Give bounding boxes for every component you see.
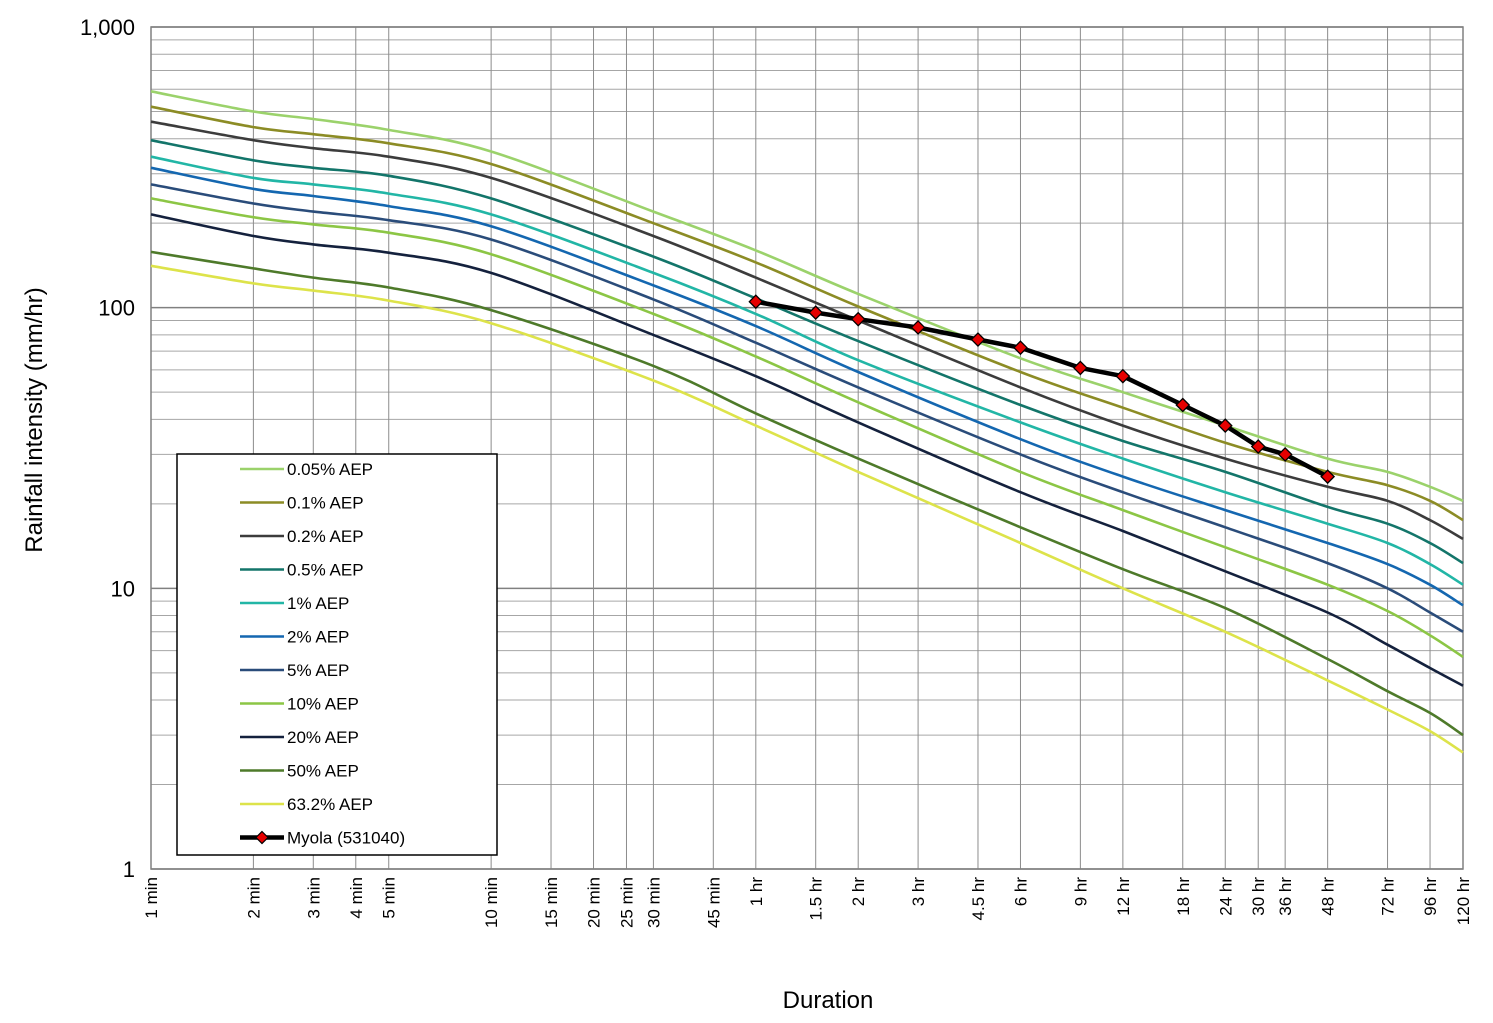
series-line-0-05-aep	[150, 90, 1464, 502]
plot-border	[150, 26, 1464, 870]
legend-label: 20% AEP	[287, 728, 359, 747]
observed-point	[1115, 368, 1131, 384]
x-tick-label: 12 hr	[1114, 877, 1133, 916]
x-tick-label: 9 hr	[1071, 877, 1090, 907]
x-tick-label: 36 hr	[1276, 877, 1295, 916]
observed-point	[850, 311, 866, 327]
series-line-5-aep	[150, 183, 1464, 633]
legend-label: 0.5% AEP	[287, 561, 364, 580]
x-tick-label: 24 hr	[1216, 877, 1235, 916]
legend-label: 63.2% AEP	[287, 795, 373, 814]
observed-point	[1217, 418, 1233, 434]
observed-point	[1072, 360, 1088, 376]
x-tick-label: 30 hr	[1249, 877, 1268, 916]
y-tick-label: 1	[123, 857, 135, 882]
x-tick-label: 3 min	[304, 877, 323, 919]
x-tick-label: 4.5 hr	[969, 877, 988, 921]
y-tick-label: 1,000	[80, 15, 135, 40]
legend: 0.05% AEP 0.1% AEP 0.2% AEP 0.5% AEP 1% AEP 2…	[176, 453, 498, 856]
x-tick-label: 18 hr	[1174, 877, 1193, 916]
x-tick-label: 1.5 hr	[807, 877, 826, 921]
x-tick-label: 5 min	[380, 877, 399, 919]
x-tick-label: 20 min	[585, 877, 604, 928]
x-tick-label: 2 hr	[849, 877, 868, 907]
legend-label: 50% AEP	[287, 762, 359, 781]
y-tick-labels: 1 10 100 1,000	[80, 15, 135, 882]
observed-point	[1175, 397, 1191, 413]
legend-marker	[255, 830, 269, 845]
x-tick-labels: 1 min 2 min 3 min 4 min 5 min 10 min 15 min 20 …	[142, 877, 1473, 928]
x-tick-label: 10 min	[482, 877, 501, 928]
x-tick-label: 2 min	[244, 877, 263, 919]
observed-layer	[748, 294, 1336, 485]
y-axis-title: Rainfall intensity (mm/hr)	[21, 287, 48, 552]
x-tick-label: 15 min	[542, 877, 561, 928]
y-tick-label: 10	[111, 576, 135, 601]
x-tick-label: 1 hr	[747, 877, 766, 907]
legend-label: Myola (531040)	[287, 829, 405, 848]
x-tick-label: 48 hr	[1319, 877, 1338, 916]
x-tick-label: 4 min	[347, 877, 366, 919]
observed-point	[808, 305, 824, 321]
x-tick-label: 30 min	[644, 877, 663, 928]
x-tick-label: 45 min	[704, 877, 723, 928]
series-line-63-2-aep	[150, 264, 1464, 754]
legend-box	[176, 453, 498, 856]
legend-label: 1% AEP	[287, 594, 349, 613]
legend-label: 5% AEP	[287, 661, 349, 680]
series-line-50-aep	[150, 250, 1464, 737]
series-line-2-aep	[150, 166, 1464, 607]
x-axis-title: Duration	[783, 987, 874, 1014]
x-tick-label: 6 hr	[1011, 877, 1030, 907]
series-line-1-aep	[150, 155, 1464, 586]
legend-label: 0.2% AEP	[287, 527, 364, 546]
series-line-20-aep	[150, 213, 1464, 687]
legend-label: 0.05% AEP	[287, 460, 373, 479]
x-tick-label: 120 hr	[1454, 877, 1473, 926]
x-tick-label: 1 min	[142, 877, 161, 919]
observed-point	[1320, 469, 1336, 485]
series-line-0-5-aep	[150, 138, 1464, 565]
x-tick-label: 3 hr	[909, 877, 928, 907]
observed-point	[1250, 439, 1266, 454]
x-tick-label: 25 min	[617, 877, 636, 928]
legend-label: 10% AEP	[287, 695, 359, 714]
observed-point	[910, 320, 926, 335]
y-tick-label: 100	[98, 296, 135, 321]
observed-point	[970, 332, 986, 347]
observed-point	[1013, 340, 1028, 356]
series-line-10-aep	[150, 197, 1464, 658]
legend-label: 0.1% AEP	[287, 494, 364, 513]
x-tick-label: 96 hr	[1421, 877, 1440, 916]
legend-label: 2% AEP	[287, 628, 349, 647]
observed-point	[1277, 447, 1293, 462]
x-tick-label: 72 hr	[1379, 877, 1398, 916]
observed-point	[748, 294, 764, 310]
